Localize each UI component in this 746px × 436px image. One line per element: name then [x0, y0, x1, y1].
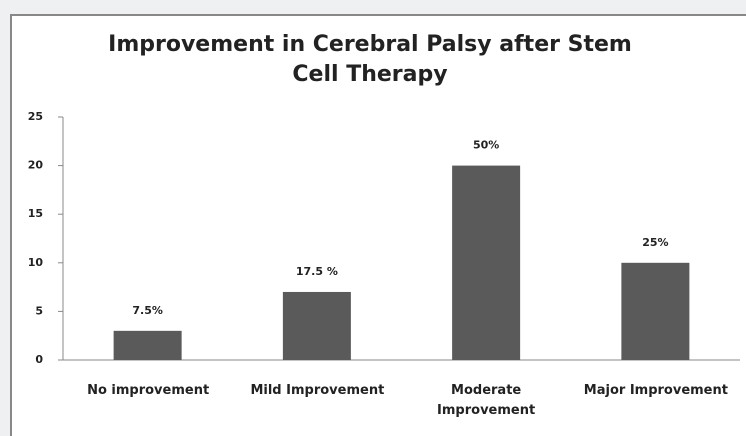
bar: [113, 330, 182, 360]
x-tick-label: Major Improvement: [583, 383, 728, 398]
x-tick-label: No improvement: [87, 383, 210, 398]
bar: [621, 262, 690, 360]
chart-title: Improvement in Cerebral Palsy after Stem…: [108, 32, 632, 87]
value-label: 50%: [473, 139, 499, 152]
y-tick-label: 25: [28, 110, 43, 123]
x-tick-label: Mild Improvement: [250, 383, 385, 398]
x-tick-label: Moderate Improvement: [437, 383, 536, 418]
chart-frame: [10, 14, 746, 436]
y-tick-label: 0: [35, 353, 43, 366]
y-tick-label: 10: [28, 256, 44, 269]
y-tick-label: 20: [28, 159, 44, 172]
bar: [282, 291, 351, 360]
value-label: 17.5 %: [296, 265, 338, 278]
y-tick-label: 15: [28, 207, 43, 220]
bar: [452, 165, 521, 360]
value-label: 25%: [642, 236, 668, 249]
y-tick-label: 5: [35, 304, 43, 317]
value-label: 7.5%: [132, 304, 163, 317]
